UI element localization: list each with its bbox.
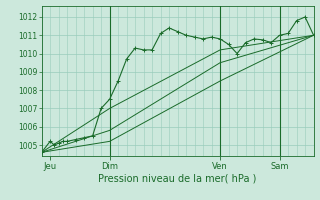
X-axis label: Pression niveau de la mer( hPa ): Pression niveau de la mer( hPa ) bbox=[99, 173, 257, 183]
